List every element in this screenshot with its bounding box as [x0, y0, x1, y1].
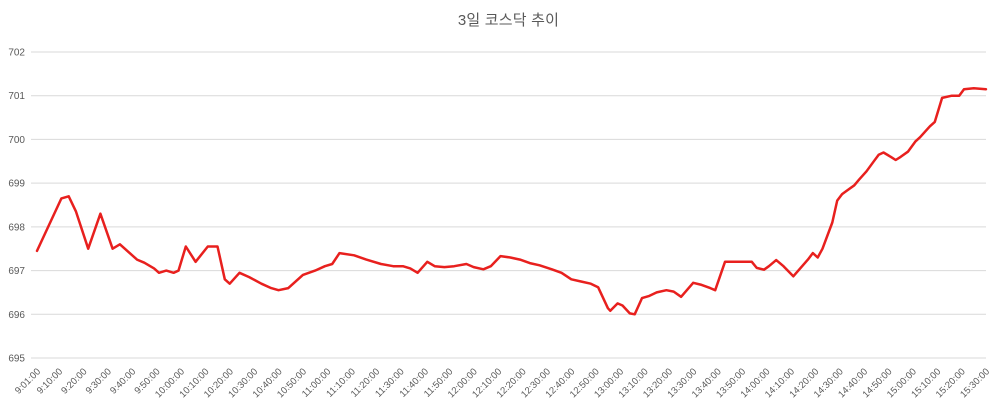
x-axis-label: 9:30:00 — [84, 366, 114, 396]
y-axis-label: 702 — [8, 48, 25, 59]
y-axis-label: 697 — [8, 266, 25, 277]
y-axis-label: 696 — [8, 310, 25, 321]
chart-title: 3일 코스닥 추이 — [457, 12, 560, 29]
x-axis-label: 9:20:00 — [59, 366, 89, 396]
y-axis-label: 700 — [8, 135, 25, 146]
y-axis-label: 698 — [8, 222, 25, 233]
y-axis-label: 695 — [8, 354, 25, 365]
price-line-series — [35, 87, 988, 316]
y-axis-label: 699 — [8, 179, 25, 190]
x-axis-label: 9:40:00 — [108, 366, 138, 396]
y-axis-label: 701 — [8, 91, 25, 102]
